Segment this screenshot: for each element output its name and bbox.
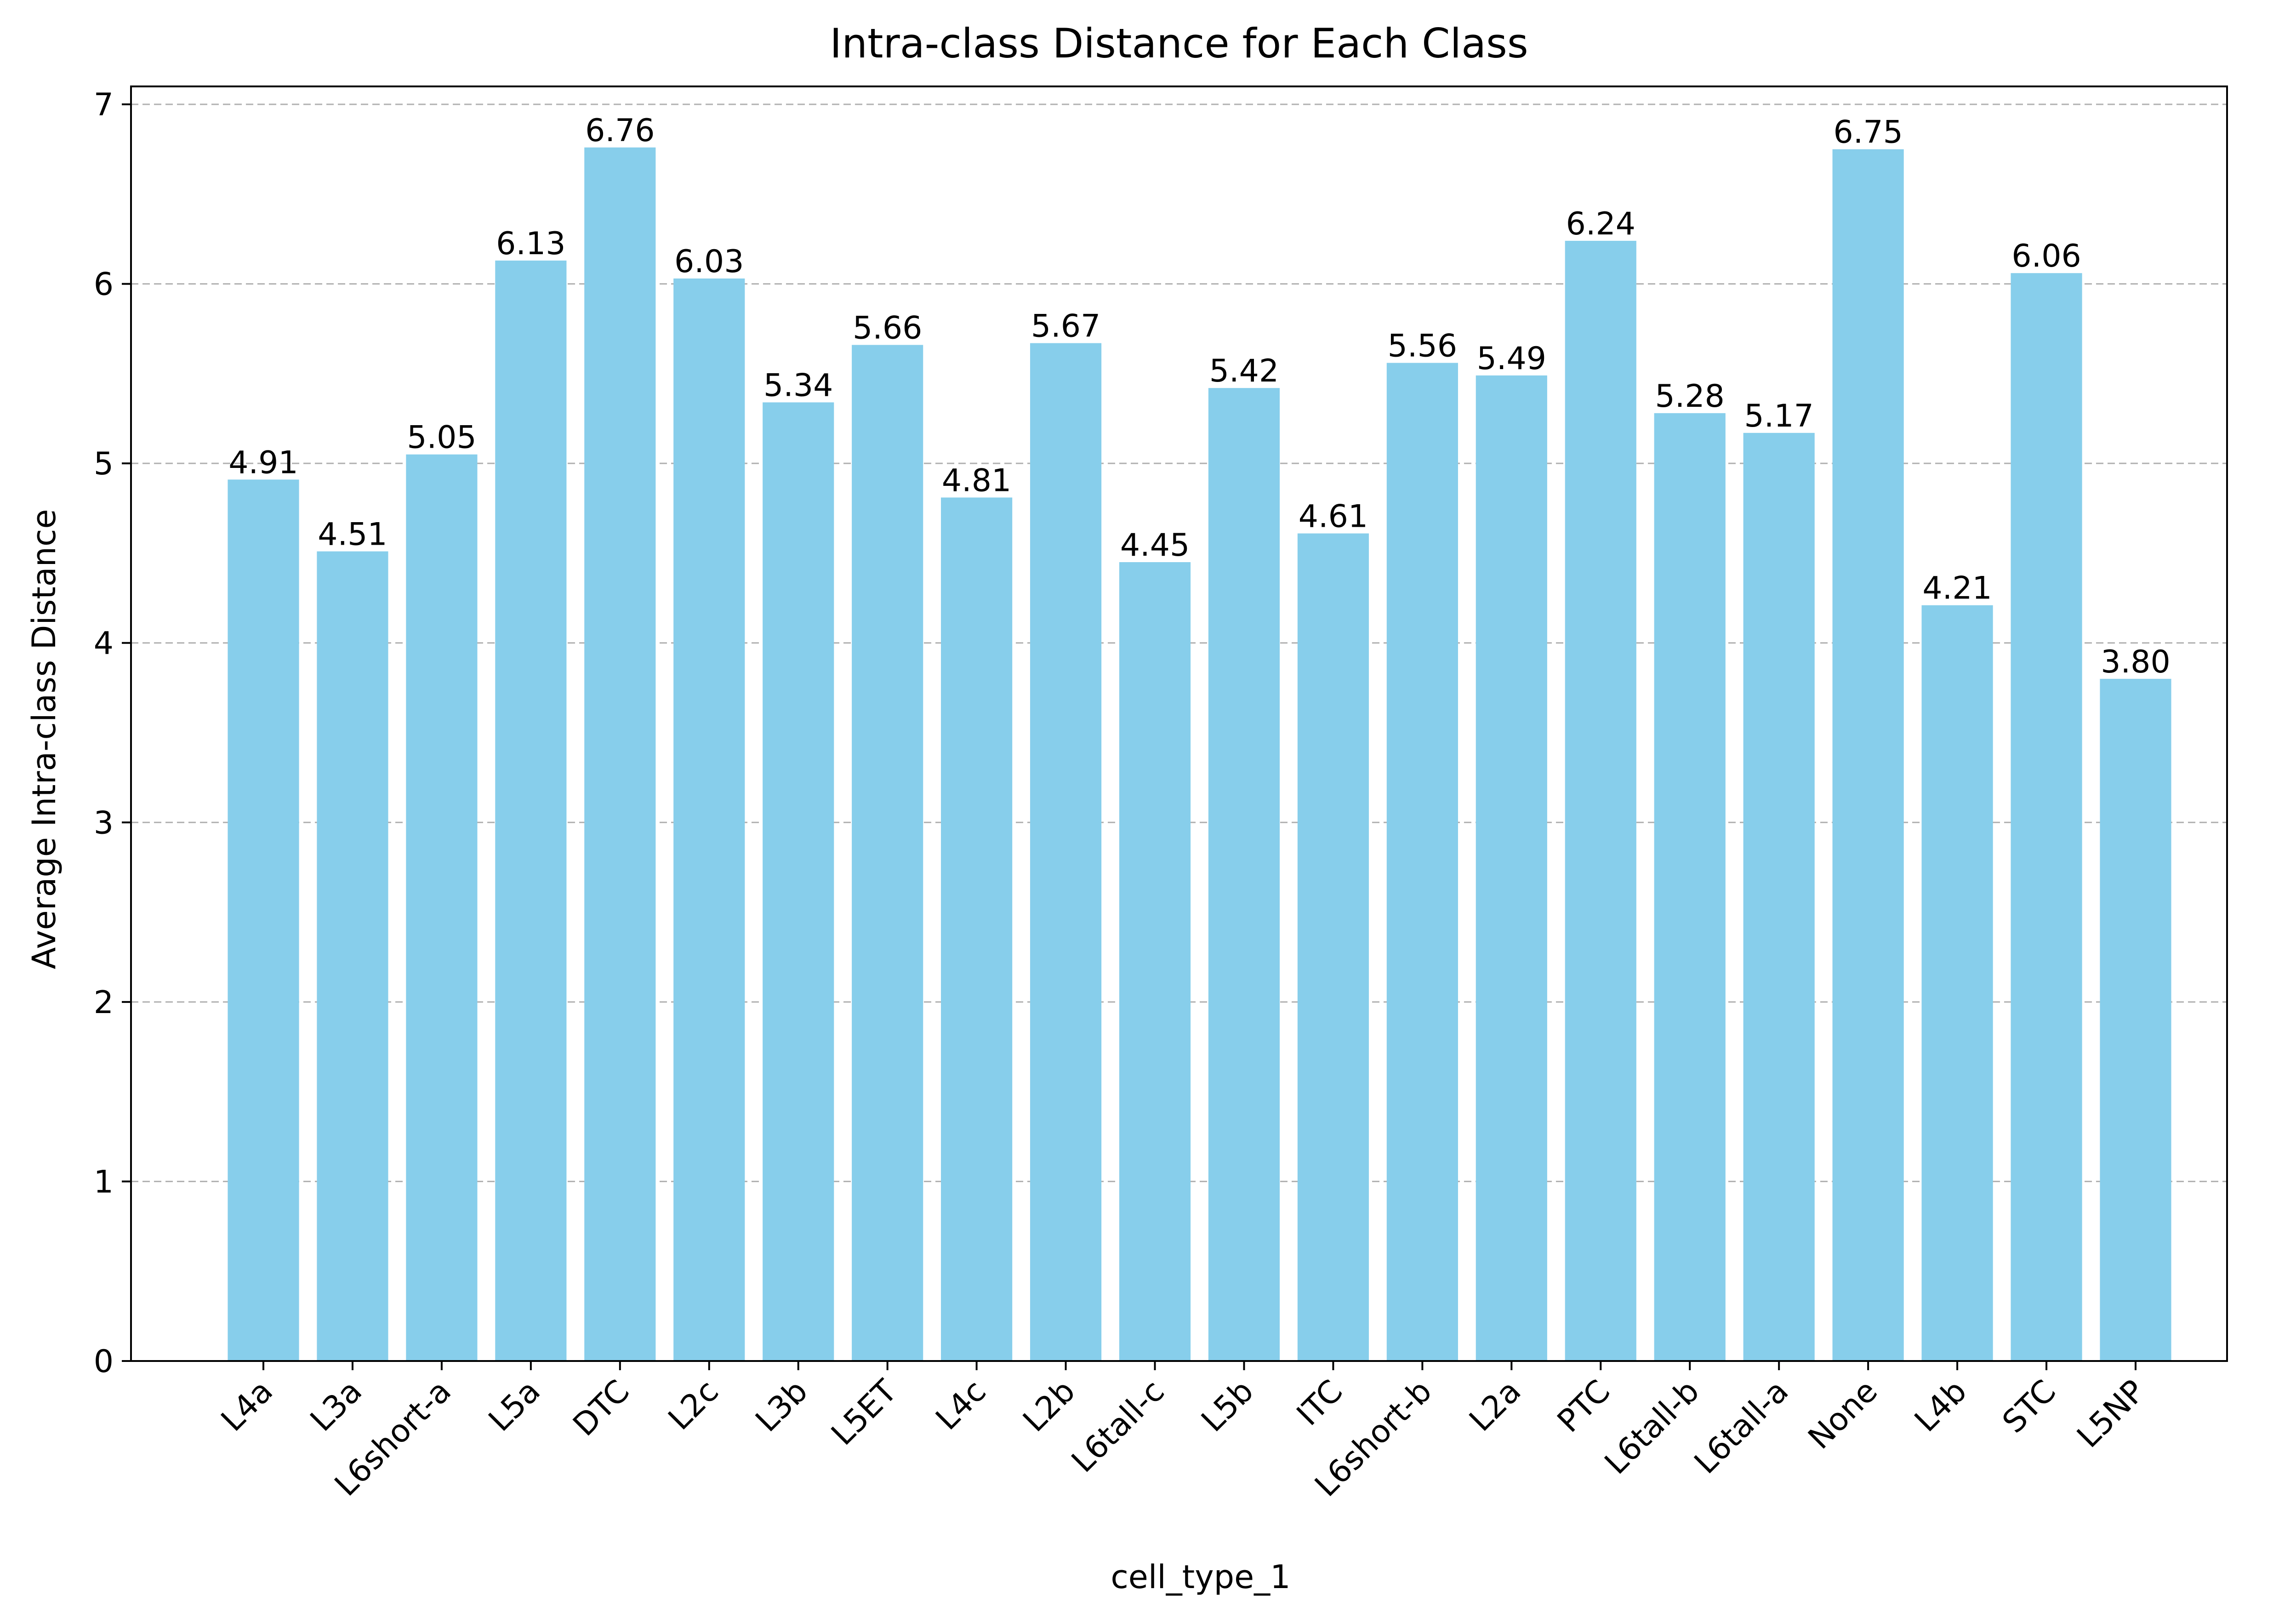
value-label: 6.13 bbox=[496, 226, 565, 262]
y-tick-label: 6 bbox=[94, 267, 114, 303]
bar-L2a bbox=[1476, 375, 1547, 1361]
value-label: 6.03 bbox=[674, 244, 744, 280]
y-axis-label: Average Intra-class Distance bbox=[25, 509, 63, 969]
bar-STC bbox=[2011, 273, 2082, 1361]
y-tick-label: 0 bbox=[94, 1344, 114, 1380]
bar-DTC bbox=[584, 147, 656, 1361]
bar-L5NP bbox=[2100, 678, 2171, 1361]
x-axis-label: cell_type_1 bbox=[1111, 1558, 1290, 1596]
value-label: 5.67 bbox=[1031, 308, 1100, 345]
chart-title: Intra-class Distance for Each Class bbox=[830, 20, 1528, 67]
value-label: 5.56 bbox=[1388, 328, 1457, 364]
bar-L6short-a bbox=[406, 454, 478, 1361]
value-label: 5.49 bbox=[1477, 341, 1546, 377]
y-tick-label: 2 bbox=[94, 985, 114, 1021]
value-label: 5.34 bbox=[763, 367, 833, 404]
value-label: 5.28 bbox=[1655, 378, 1725, 415]
value-label: 4.81 bbox=[942, 462, 1011, 499]
bar-L2c bbox=[673, 278, 745, 1361]
value-label: 5.05 bbox=[407, 420, 476, 456]
y-tick-label: 1 bbox=[94, 1164, 114, 1200]
y-tick-label: 5 bbox=[94, 446, 114, 482]
bar-L6short-b bbox=[1386, 363, 1458, 1361]
plot-frame bbox=[130, 85, 2228, 1362]
value-label: 5.17 bbox=[1744, 398, 1813, 434]
bar-L5a bbox=[495, 260, 567, 1361]
bar-L4c bbox=[941, 497, 1013, 1361]
value-label: 4.51 bbox=[318, 517, 387, 553]
value-label: 4.91 bbox=[228, 444, 298, 481]
bar-PTC bbox=[1565, 240, 1636, 1361]
bar-L3b bbox=[763, 402, 834, 1361]
bar-L5b bbox=[1208, 388, 1280, 1361]
y-tick-label: 4 bbox=[94, 626, 114, 662]
bar-None bbox=[1832, 149, 1904, 1361]
value-label: 4.61 bbox=[1299, 499, 1368, 535]
bar-L6tall-c bbox=[1119, 562, 1191, 1361]
y-tick-label: 7 bbox=[94, 87, 114, 123]
bar-L6tall-b bbox=[1654, 413, 1726, 1361]
value-label: 6.75 bbox=[1833, 114, 1903, 151]
bar-L4a bbox=[228, 479, 299, 1361]
bar-ITC bbox=[1297, 533, 1369, 1361]
value-label: 6.06 bbox=[2011, 238, 2081, 274]
value-label: 6.76 bbox=[585, 113, 655, 149]
value-label: 5.66 bbox=[853, 310, 922, 346]
value-label: 4.45 bbox=[1120, 527, 1190, 564]
bar-L3a bbox=[317, 551, 388, 1361]
bar-L6tall-a bbox=[1743, 433, 1815, 1361]
value-label: 5.42 bbox=[1209, 353, 1279, 389]
bar-L5ET bbox=[852, 345, 923, 1361]
bar-L2b bbox=[1030, 343, 1102, 1361]
value-label: 4.21 bbox=[1922, 570, 1992, 607]
y-axis: 0 1 2 3 4 5 6 7 bbox=[94, 87, 131, 1380]
value-label: 6.24 bbox=[1566, 206, 1635, 242]
bars bbox=[228, 147, 2171, 1361]
value-labels: 4.91 4.51 5.05 6.13 6.76 6.03 5.34 5.66 4.81 5.67… bbox=[228, 113, 2170, 680]
bar-L4b bbox=[1921, 605, 1993, 1361]
y-tick-label: 3 bbox=[94, 805, 114, 841]
value-label: 3.80 bbox=[2101, 644, 2170, 680]
